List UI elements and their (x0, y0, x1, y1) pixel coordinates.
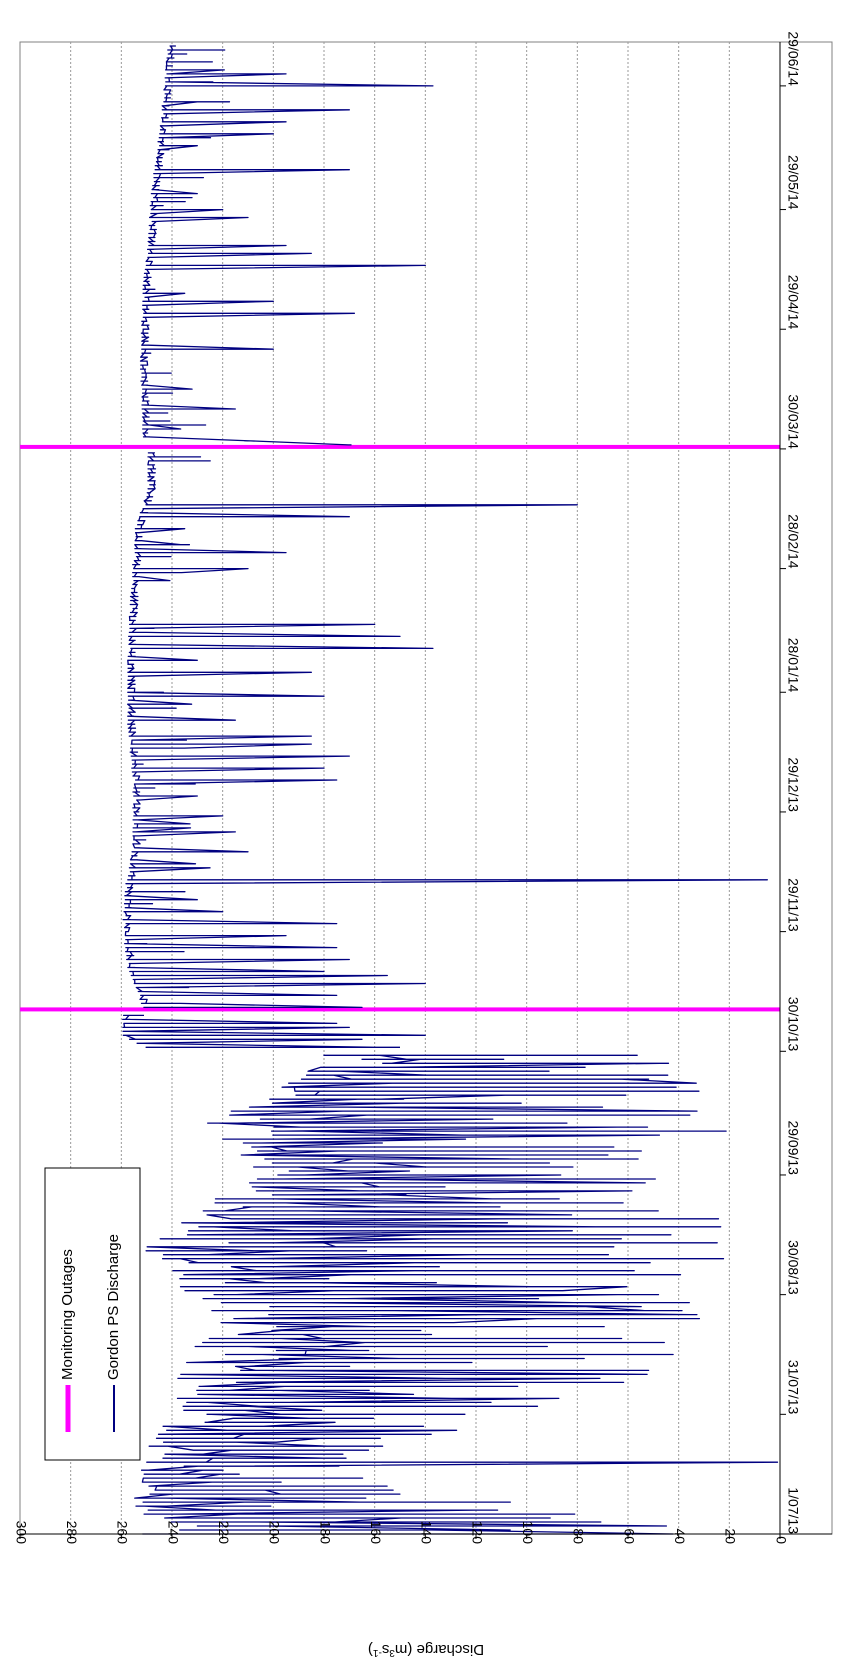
date-tick-label: 30/08/13 (785, 1240, 801, 1295)
value-tick-label: 160 (368, 1521, 384, 1545)
discharge-line-segment (122, 452, 768, 1009)
outage-band (20, 1007, 780, 1012)
outage-band (20, 444, 780, 449)
discharge-line-segment (134, 1054, 779, 1535)
date-tick-label: 29/09/13 (785, 1120, 801, 1175)
value-axis-label: Discharge (m3s-1) (368, 1641, 484, 1659)
value-tick-label: 200 (267, 1521, 283, 1545)
date-tick-label: 29/04/14 (785, 275, 801, 330)
date-axis-tick-labels: 1/07/13 31/07/13 30/08/13 29/09/13 30/10/13 2… (780, 31, 801, 1535)
value-tick-label: 0 (773, 1536, 789, 1544)
date-tick-label: 30/10/13 (785, 997, 801, 1052)
grid-lines (70, 42, 730, 1534)
date-tick-label: 29/05/14 (785, 155, 801, 210)
value-axis-tick-labels: 0 20 40 60 80 100 120 140 160 180 200 220 240 260 280 3… (13, 1521, 789, 1545)
value-tick-label: 100 (520, 1521, 536, 1545)
date-tick-label: 30/03/14 (785, 394, 801, 449)
legend-label: Gordon PS Discharge (105, 1234, 122, 1380)
date-tick-label: 29/06/14 (785, 31, 801, 86)
value-tick-label: 120 (469, 1521, 485, 1545)
value-tick-label: 60 (621, 1528, 637, 1544)
date-tick-label: 1/07/13 (785, 1487, 801, 1534)
legend-box (44, 1167, 141, 1461)
outage-bands (20, 444, 780, 1012)
value-tick-label: 300 (13, 1521, 29, 1545)
value-tick-label: 20 (723, 1528, 739, 1544)
legend: Monitoring Outages Gordon PS Discharge (44, 1167, 141, 1461)
value-axis-label-part: Discharge (m (395, 1641, 484, 1658)
value-axis-label-superscript: -1 (372, 1648, 381, 1659)
value-axis-label-part: s (382, 1641, 390, 1658)
value-tick-label: 240 (165, 1521, 181, 1545)
value-axis-label-superscript: 3 (389, 1648, 395, 1659)
date-tick-label: 31/07/13 (785, 1360, 801, 1415)
axis-lines (20, 42, 832, 1535)
discharge-series (122, 45, 779, 1535)
value-tick-label: 280 (64, 1521, 80, 1545)
discharge-line-segment (139, 45, 434, 446)
value-tick-label: 80 (571, 1528, 587, 1544)
date-tick-label: 29/12/13 (785, 757, 801, 812)
plot-area (19, 41, 833, 1535)
legend-label: Monitoring Outages (59, 1249, 76, 1380)
value-tick-label: 260 (115, 1521, 131, 1545)
value-tick-label: 180 (317, 1521, 333, 1545)
date-tick-label: 28/02/14 (785, 514, 801, 569)
value-tick-label: 220 (216, 1521, 232, 1545)
value-tick-label: 40 (672, 1528, 688, 1544)
value-tick-label: 140 (419, 1521, 435, 1545)
value-axis-label-part: ) (368, 1641, 373, 1658)
date-tick-label: 28/01/14 (785, 638, 801, 693)
discharge-line-segment (122, 1014, 426, 1048)
date-tick-label: 29/11/13 (785, 878, 801, 932)
